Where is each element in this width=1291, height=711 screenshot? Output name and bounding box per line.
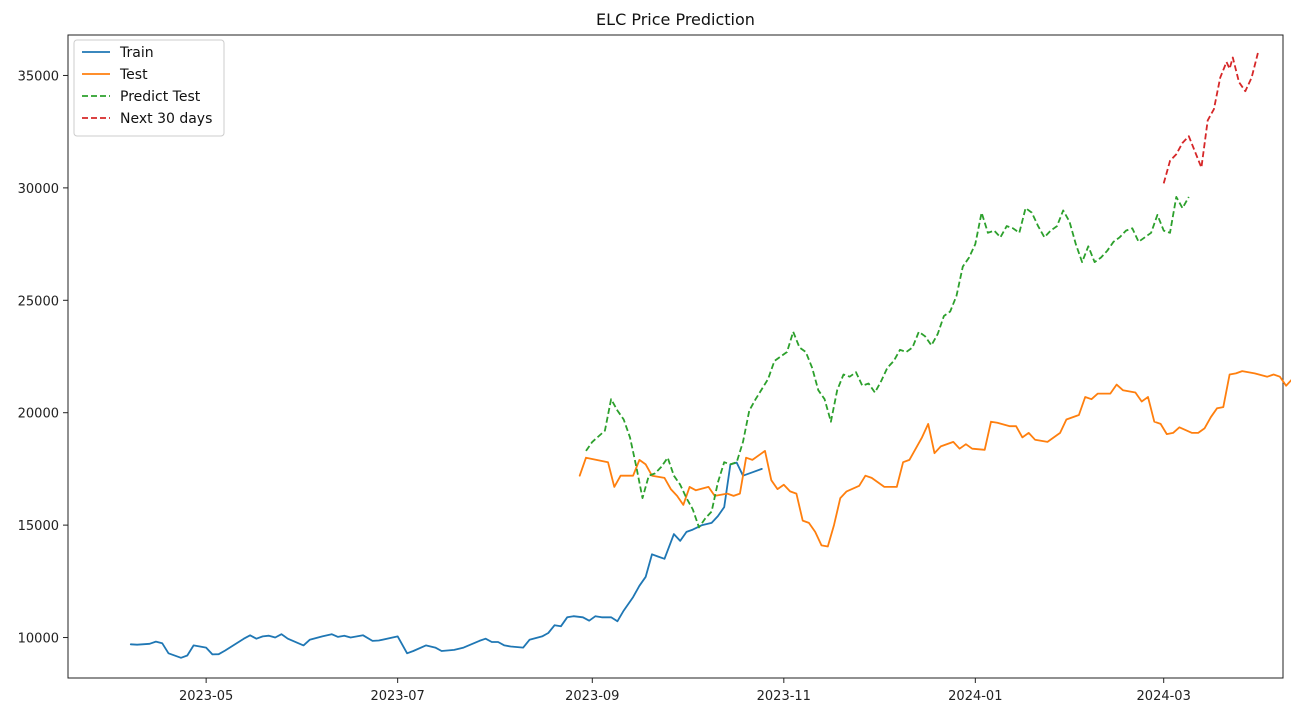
x-tick-label: 2023-07 [370,689,424,704]
legend-label: Train [119,45,154,61]
legend-label: Predict Test [120,89,201,105]
x-tick-label: 2023-05 [179,689,233,704]
chart-title: ELC Price Prediction [596,10,755,29]
y-tick-label: 25000 [18,294,59,309]
y-tick-label: 20000 [18,407,59,422]
plot-area [67,34,1284,679]
y-tick-label: 35000 [18,69,59,84]
series-line-train [129,461,763,659]
y-tick-label: 10000 [18,632,59,647]
series-line-predict-test [585,195,1190,529]
series-line-next-30-days [1162,52,1259,184]
x-tick-label: 2024-03 [1137,689,1191,704]
y-axis: 10000 15000 20000 25000 30000 35000 [18,69,68,647]
x-tick-label: 2023-11 [757,689,811,704]
legend: Train Test Predict Test Next 30 days [73,39,225,137]
y-tick-label: 30000 [18,182,59,197]
series-line-test [578,370,1291,548]
y-tick-label: 15000 [18,519,59,534]
x-tick-label: 2024-01 [948,689,1002,704]
series-layer [129,52,1291,659]
x-tick-label: 2023-09 [565,689,619,704]
legend-label: Next 30 days [120,111,212,127]
x-axis: 2023-05 2023-07 2023-09 2023-11 2024-01 2024-… [179,678,1191,704]
legend-box [73,39,225,137]
legend-label: Test [119,67,148,83]
